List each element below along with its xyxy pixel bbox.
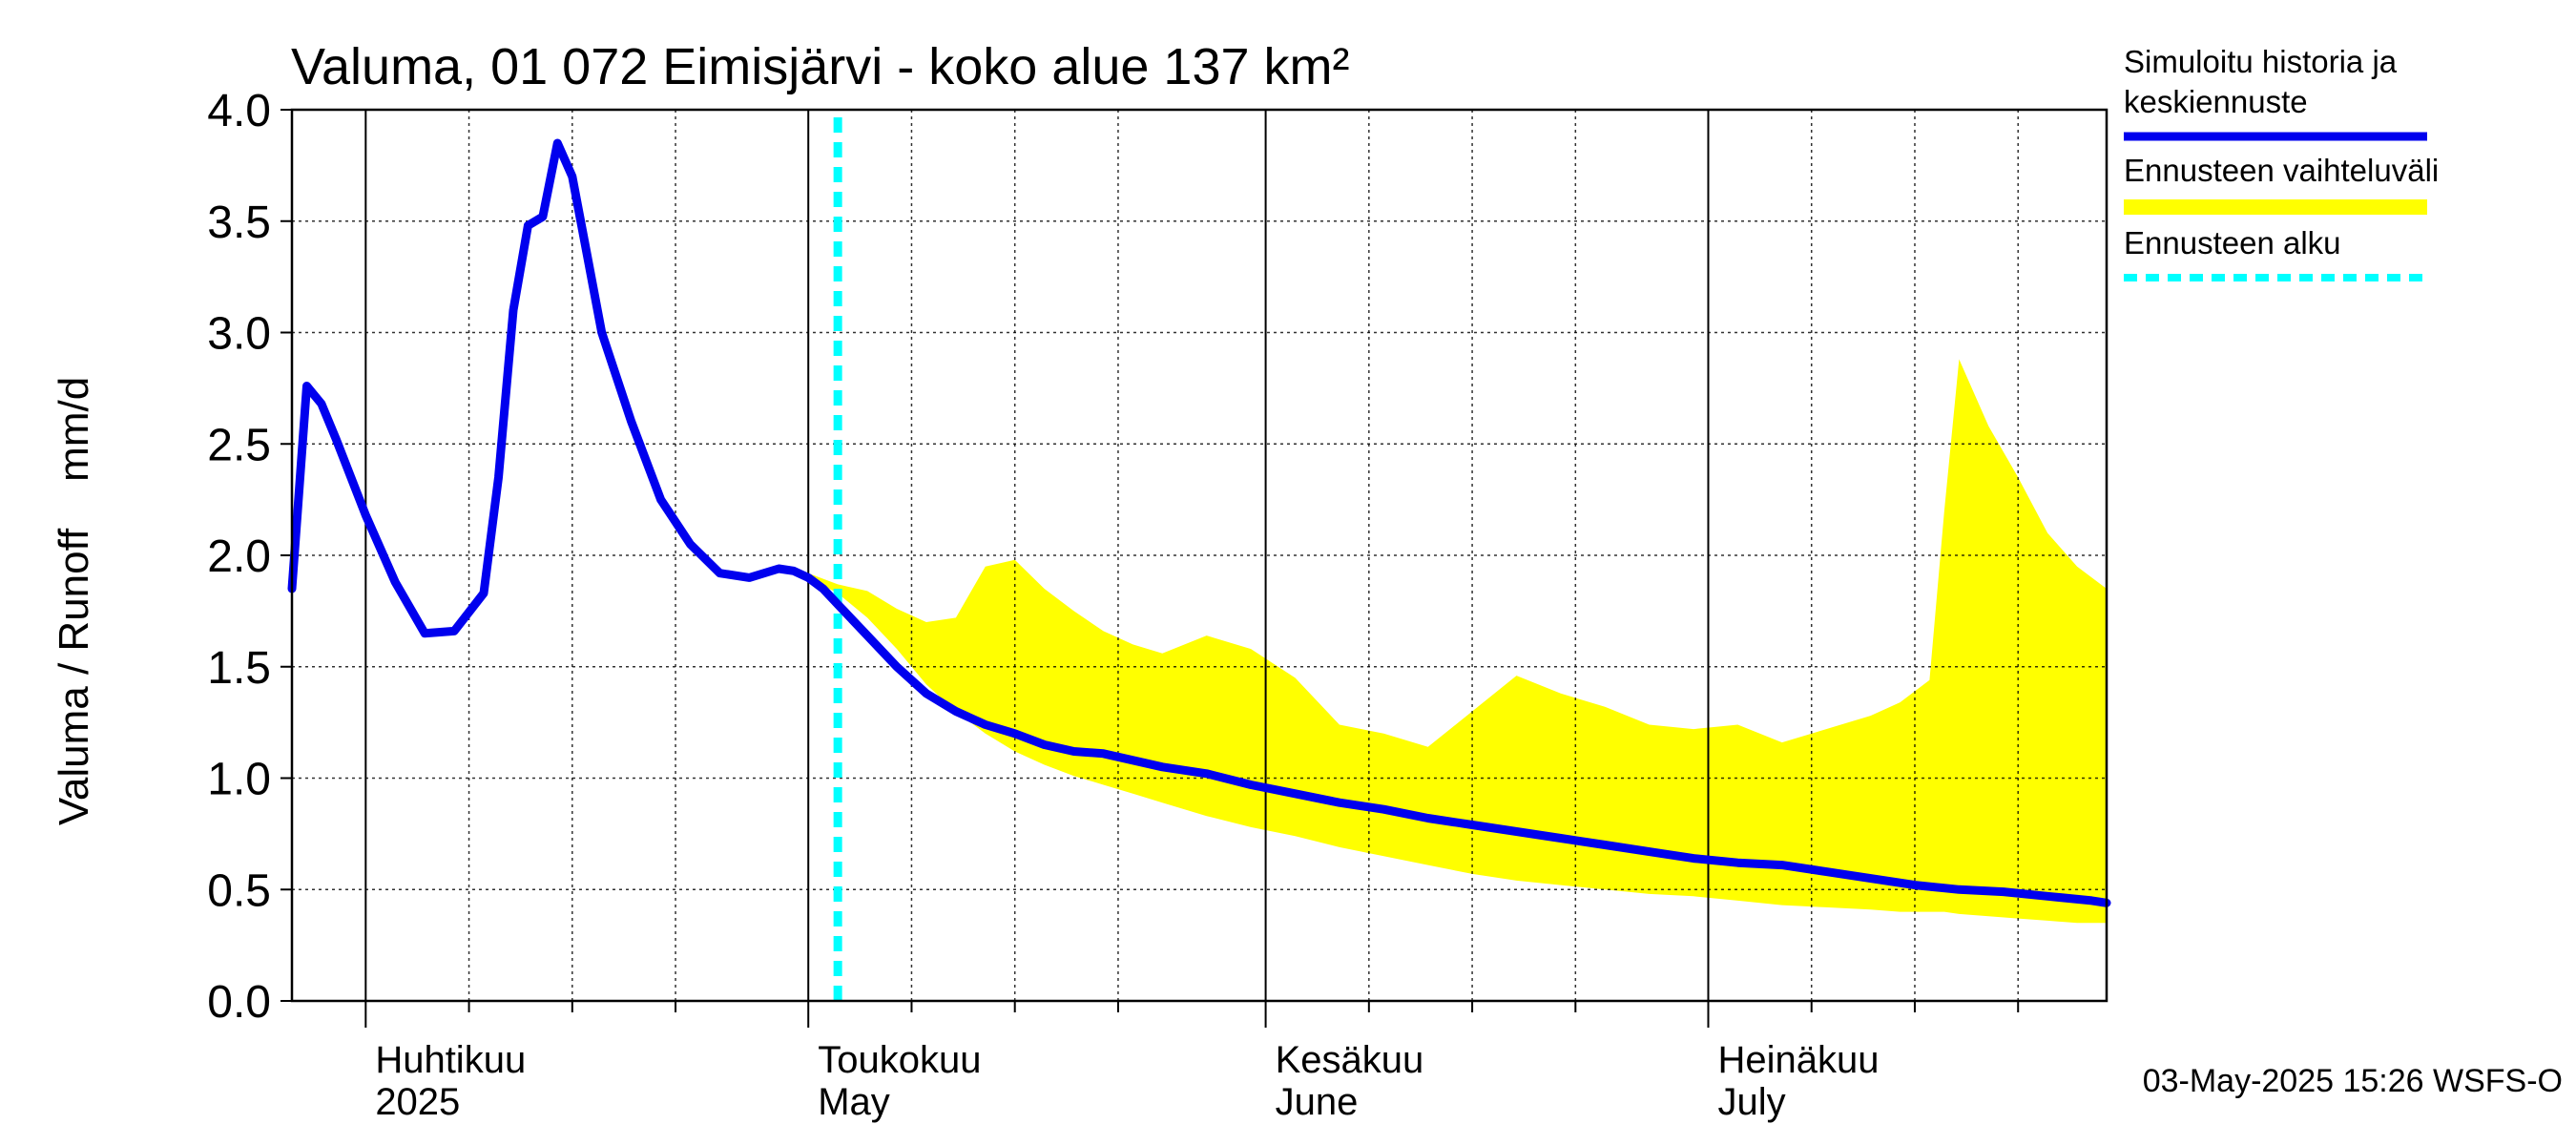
y-tick-label: 0.5 xyxy=(207,865,271,916)
y-tick-label: 1.0 xyxy=(207,755,271,805)
timestamp: 03-May-2025 15:26 WSFS-O xyxy=(2143,1063,2563,1099)
legend-label: keskiennuste xyxy=(2124,84,2308,119)
forecast-range-band-layer xyxy=(808,359,2108,924)
month-label-en: June xyxy=(1276,1081,1359,1123)
month-label-en: July xyxy=(1717,1081,1785,1123)
legend-label: Ennusteen vaihteluväli xyxy=(2124,153,2439,188)
month-label-fi: Heinäkuu xyxy=(1717,1039,1879,1081)
y-tick-label: 3.5 xyxy=(207,198,271,248)
y-tick-label: 4.0 xyxy=(207,86,271,136)
y-tick-label: 2.5 xyxy=(207,420,271,470)
month-label-fi: Huhtikuu xyxy=(375,1039,526,1081)
plot-frame-layer xyxy=(290,108,2109,1003)
chart-title: Valuma, 01 072 Eimisjärvi - koko alue 13… xyxy=(291,38,1349,95)
legend: Simuloitu historia ja keskiennuste Ennuste… xyxy=(2124,44,2439,281)
forecast-range-band xyxy=(808,359,2108,924)
y-tick-labels: 0.0 0.5 1.0 1.5 2.0 2.5 3.0 3.5 4.0 xyxy=(207,86,271,1028)
series-layer xyxy=(287,138,2111,907)
month-label-en: May xyxy=(818,1081,890,1123)
plot-frame xyxy=(290,108,2109,1003)
month-label-fi: Kesäkuu xyxy=(1276,1039,1424,1081)
y-tick-label: 2.0 xyxy=(207,531,271,582)
legend-label: Ennusteen alku xyxy=(2124,225,2341,260)
y-tick-label: 3.0 xyxy=(207,309,271,360)
grid-layer xyxy=(280,109,2107,1028)
y-tick-label: 1.5 xyxy=(207,643,271,694)
y-axis-label: Valuma / Runoff mm/d xyxy=(51,377,97,825)
month-label-en: 2025 xyxy=(375,1081,460,1123)
month-label-fi: Toukokuu xyxy=(818,1039,981,1081)
legend-label: Simuloitu historia ja xyxy=(2124,44,2398,79)
simulated-runoff-line xyxy=(287,138,2111,907)
y-tick-label: 0.0 xyxy=(207,977,271,1028)
